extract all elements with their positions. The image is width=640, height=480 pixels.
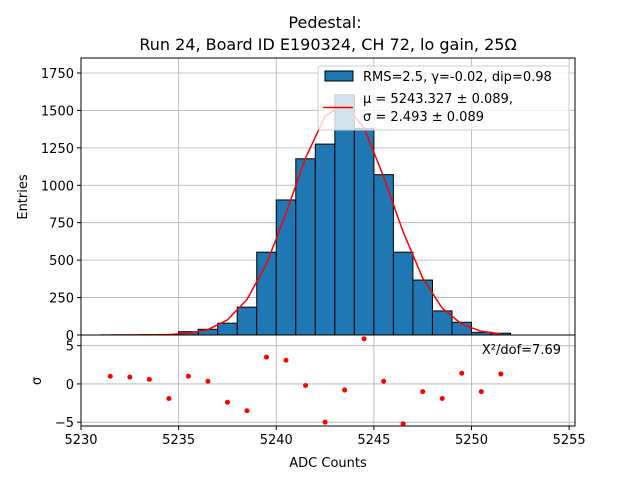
- x-tick-label: 5230: [64, 433, 97, 448]
- y-axis-label: Entries: [16, 174, 31, 220]
- residual-point: [283, 357, 289, 363]
- legend-fit-label-1: μ = 5243.327 ± 0.089,: [363, 92, 513, 107]
- x-tick-label: 5245: [357, 433, 390, 448]
- residual-y-tick-label: 5: [66, 340, 74, 355]
- x-tick-label: 5240: [260, 433, 293, 448]
- residual-point: [498, 371, 504, 377]
- x-tick-label: 5255: [553, 433, 586, 448]
- y-tick-label: 500: [49, 254, 74, 269]
- y-tick-label: 0: [66, 329, 74, 344]
- histogram-bar: [314, 143, 336, 336]
- chart-title-line2: Run 24, Board ID E190324, CH 72, lo gain…: [139, 35, 516, 54]
- residual-axes: 5230 5235 5240 5245 5250 5255 −5 0 5: [55, 334, 586, 448]
- residual-point: [185, 373, 191, 379]
- x-tick-label: 5235: [162, 433, 195, 448]
- histogram-bar: [353, 127, 375, 336]
- residual-y-tick-label: 0: [66, 378, 74, 393]
- residual-background: [81, 335, 575, 426]
- histogram-bar: [236, 306, 258, 336]
- residual-point: [439, 395, 445, 401]
- x-tick-label: 5250: [455, 433, 488, 448]
- y-tick-label: 1000: [41, 179, 74, 194]
- residual-point: [166, 395, 172, 401]
- residual-point: [224, 399, 230, 405]
- gaussian-fit-line: [110, 103, 501, 336]
- residual-point: [459, 370, 465, 376]
- residual-point: [146, 376, 152, 382]
- residual-point: [205, 378, 211, 384]
- residual-point: [420, 389, 426, 395]
- residual-point: [244, 408, 250, 414]
- y-tick-label: 1250: [41, 142, 74, 157]
- residual-point: [322, 419, 328, 425]
- residual-point: [381, 378, 387, 384]
- residual-frame: [80, 334, 576, 427]
- residual-point: [478, 389, 484, 395]
- y-tick-label: 750: [49, 217, 74, 232]
- y-tick-label: 1750: [41, 67, 74, 82]
- histogram-bar: [334, 94, 355, 336]
- residual-point: [263, 354, 269, 360]
- legend: RMS=2.5, γ=-0.02, dip=0.98 μ = 5243.327 …: [317, 65, 570, 131]
- histogram-bar: [392, 251, 414, 336]
- chi2-annotation: X²/dof=7.69: [482, 343, 561, 358]
- legend-box: [317, 65, 570, 131]
- y-tick-label: 250: [49, 292, 74, 307]
- legend-fit-label-2: σ = 2.493 ± 0.089: [363, 110, 484, 125]
- residual-point: [303, 382, 309, 388]
- histogram-bar: [373, 174, 394, 336]
- chart-title-line1: Pedestal:: [288, 13, 361, 32]
- residual-point: [400, 421, 406, 427]
- residual-point: [107, 373, 113, 379]
- legend-hist-swatch: [324, 70, 354, 82]
- residual-y-axis-label: σ: [30, 377, 45, 385]
- histogram-bar: [295, 158, 316, 336]
- residual-point: [361, 336, 367, 342]
- y-tick-label: 1500: [41, 104, 74, 119]
- residual-point: [127, 374, 133, 380]
- x-axis-label: ADC Counts: [289, 456, 367, 471]
- legend-hist-label: RMS=2.5, γ=-0.02, dip=0.98: [363, 70, 552, 85]
- histogram-bar: [275, 199, 297, 336]
- residual-y-tick-label: −5: [55, 416, 74, 431]
- histogram-bar: [217, 322, 238, 336]
- residual-point: [342, 387, 348, 393]
